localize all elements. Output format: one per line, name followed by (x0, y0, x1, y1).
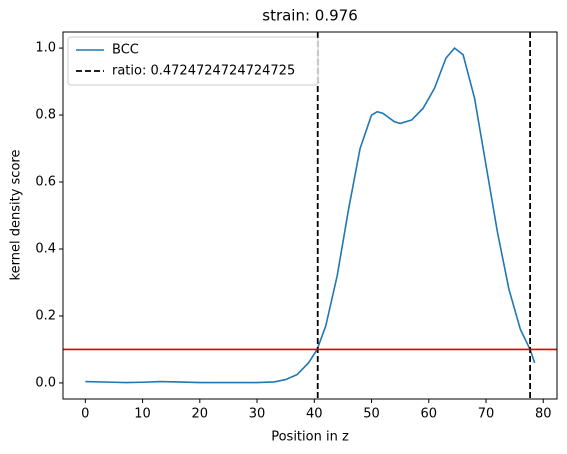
x-tick-label: 60 (421, 407, 438, 422)
x-axis-label: Position in z (271, 430, 349, 445)
y-tick-label: 0.0 (35, 375, 56, 390)
x-tick-label: 50 (363, 407, 380, 422)
x-tick-label: 0 (81, 407, 89, 422)
y-axis-label: kernel density score (9, 150, 24, 281)
y-tick-label: 0.4 (35, 241, 56, 256)
x-tick-label: 70 (478, 407, 495, 422)
x-tick-label: 30 (249, 407, 266, 422)
y-tick-label: 1.0 (35, 41, 56, 56)
x-tick-label: 40 (306, 407, 323, 422)
y-tick-label: 0.6 (35, 175, 56, 190)
chart-title: strain: 0.976 (262, 7, 358, 25)
data-line (85, 46, 536, 384)
x-tick-label: 10 (134, 407, 151, 422)
y-tick-label: 0.8 (35, 108, 56, 123)
legend-box (67, 36, 319, 86)
x-tick-label: 80 (535, 407, 552, 422)
axes-frame (62, 31, 558, 400)
y-tick-label: 0.2 (35, 308, 56, 323)
x-tick-label: 20 (192, 407, 209, 422)
legend-label: ratio: 0.4724724724724725 (112, 64, 295, 79)
legend-label: BCC (112, 43, 139, 58)
